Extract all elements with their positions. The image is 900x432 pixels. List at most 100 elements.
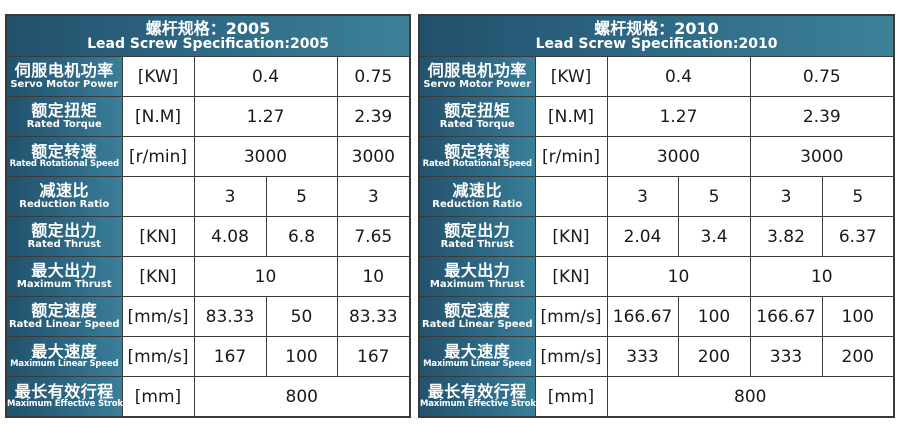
value-cell: 167 (336, 336, 411, 377)
spec-table-2010: 螺杆规格：2010 Lead Screw Specification:2010 … (418, 14, 896, 418)
label-cn: 减速比 (452, 180, 502, 200)
row-rated-rotational-speed: 额定转速 Rated Rotational Speed [r/min] 3000 … (418, 136, 895, 177)
row-label: 额定转速 Rated Rotational Speed (5, 136, 123, 177)
row-label: 额定速度 Rated Linear Speed (418, 296, 536, 337)
title-cn: 螺杆规格：2005 (145, 18, 271, 38)
row-servo-motor-power: 伺服电机功率 Servo Motor Power [KW] 0.4 0.75 (418, 56, 895, 97)
value-cell: 100 (265, 336, 338, 377)
unit-cell: [KN] (121, 216, 195, 257)
row-label: 减速比 Reduction Ratio (418, 176, 536, 217)
row-rated-torque: 额定扭矩 Rated Torque [N.M] 1.27 2.39 (418, 96, 895, 137)
value-cell: 6.8 (265, 216, 338, 257)
label-en: Rated Linear Speed (421, 318, 533, 330)
value-cell: 10 (336, 256, 411, 297)
label-en: Rated Thrust (440, 238, 514, 250)
row-label: 最大出力 Maximum Thrust (418, 256, 536, 297)
label-cn: 额定扭矩 (31, 100, 98, 120)
unit-cell: [KN] (121, 256, 195, 297)
row-rated-linear-speed: 额定速度 Rated Linear Speed [mm/s] 83.33 50 8… (5, 296, 411, 337)
row-label: 伺服电机功率 Servo Motor Power (418, 56, 536, 97)
value-cell: 800 (606, 376, 895, 418)
label-en: Rated Rotational Speed (422, 159, 532, 170)
value-cell: 3 (749, 176, 823, 217)
row-label: 最长有效行程 Maximum Effective Stroke (5, 376, 128, 418)
label-cn: 最大出力 (31, 260, 98, 280)
value-cell: 3000 (749, 136, 895, 177)
label-cn: 额定转速 (444, 141, 511, 161)
value-cell: 3.82 (749, 216, 823, 257)
value-cell: 0.4 (606, 56, 751, 97)
unit-cell: [KN] (534, 216, 608, 257)
label-cn: 额定速度 (31, 300, 98, 320)
label-en: Rated Rotational Speed (9, 159, 119, 170)
row-servo-motor-power: 伺服电机功率 Servo Motor Power [KW] 0.4 0.75 (5, 56, 411, 97)
label-cn: 额定出力 (444, 220, 511, 240)
unit-cell: [r/min] (121, 136, 195, 177)
label-en: Reduction Ratio (432, 198, 523, 210)
value-cell: 2.39 (336, 96, 411, 137)
value-cell: 10 (749, 256, 895, 297)
row-label: 额定出力 Rated Thrust (5, 216, 123, 257)
row-label: 额定转速 Rated Rotational Speed (418, 136, 536, 177)
label-cn: 减速比 (39, 180, 89, 200)
label-cn: 额定转速 (31, 141, 98, 161)
label-en: Rated Thrust (27, 238, 101, 250)
label-cn: 最长有效行程 (427, 381, 527, 401)
label-en: Maximum Thrust (16, 278, 112, 290)
unit-cell: [r/min] (534, 136, 608, 177)
value-cell: 3 (193, 176, 267, 217)
label-cn: 最大出力 (444, 260, 511, 280)
label-cn: 额定出力 (31, 220, 98, 240)
value-cell: 4.08 (193, 216, 267, 257)
value-cell: 100 (677, 296, 751, 337)
label-cn: 额定扭矩 (444, 100, 511, 120)
value-cell: 6.37 (821, 216, 895, 257)
row-label: 最大出力 Maximum Thrust (5, 256, 123, 297)
row-reduction-ratio: 减速比 Reduction Ratio 3 5 3 5 (418, 176, 895, 217)
label-en: Maximum Thrust (429, 278, 525, 290)
value-cell: 3000 (193, 136, 338, 177)
value-cell: 333 (606, 336, 679, 377)
unit-cell: [N.M] (121, 96, 195, 137)
label-en: Rated Torque (26, 118, 102, 130)
value-cell: 200 (677, 336, 751, 377)
value-cell: 50 (265, 296, 338, 337)
value-cell: 166.67 (749, 296, 823, 337)
label-cn: 额定速度 (444, 300, 511, 320)
unit-cell: [mm/s] (121, 336, 195, 377)
value-cell: 3.4 (677, 216, 751, 257)
unit-cell: [mm] (121, 376, 195, 418)
label-en: Servo Motor Power (10, 78, 119, 90)
label-cn: 最大速度 (31, 341, 98, 361)
value-cell: 3000 (336, 136, 411, 177)
unit-cell: [KN] (534, 256, 608, 297)
table-title: 螺杆规格：2010 Lead Screw Specification:2010 (418, 14, 895, 57)
value-cell: 800 (193, 376, 411, 418)
spec-table-2005: 螺杆规格：2005 Lead Screw Specification:2005 … (5, 14, 412, 418)
value-cell: 100 (821, 296, 895, 337)
row-label: 最大速度 Maximum Linear Speed (418, 336, 536, 377)
row-rated-linear-speed: 额定速度 Rated Linear Speed [mm/s] 166.67 100… (418, 296, 895, 337)
unit-cell (534, 176, 608, 217)
row-label: 额定速度 Rated Linear Speed (5, 296, 123, 337)
title-en: Lead Screw Specification:2010 (535, 36, 778, 53)
label-cn: 最大速度 (444, 341, 511, 361)
value-cell: 166.67 (606, 296, 679, 337)
label-en: Rated Torque (439, 118, 515, 130)
value-cell: 0.4 (193, 56, 338, 97)
label-cn: 伺服电机功率 (427, 60, 527, 80)
row-label: 减速比 Reduction Ratio (5, 176, 123, 217)
value-cell: 5 (821, 176, 895, 217)
value-cell: 1.27 (606, 96, 751, 137)
label-en: Maximum Linear Speed (10, 359, 119, 370)
row-label: 额定出力 Rated Thrust (418, 216, 536, 257)
unit-cell: [mm/s] (121, 296, 195, 337)
row-maximum-linear-speed: 最大速度 Maximum Linear Speed [mm/s] 333 200 … (418, 336, 895, 377)
row-label: 最长有效行程 Maximum Effective Stroke (418, 376, 541, 418)
unit-cell (121, 176, 195, 217)
table-title: 螺杆规格：2005 Lead Screw Specification:2005 (5, 14, 411, 57)
value-cell: 0.75 (749, 56, 895, 97)
label-cn: 最长有效行程 (14, 381, 114, 401)
row-label: 额定扭矩 Rated Torque (5, 96, 123, 137)
value-cell: 5 (677, 176, 751, 217)
